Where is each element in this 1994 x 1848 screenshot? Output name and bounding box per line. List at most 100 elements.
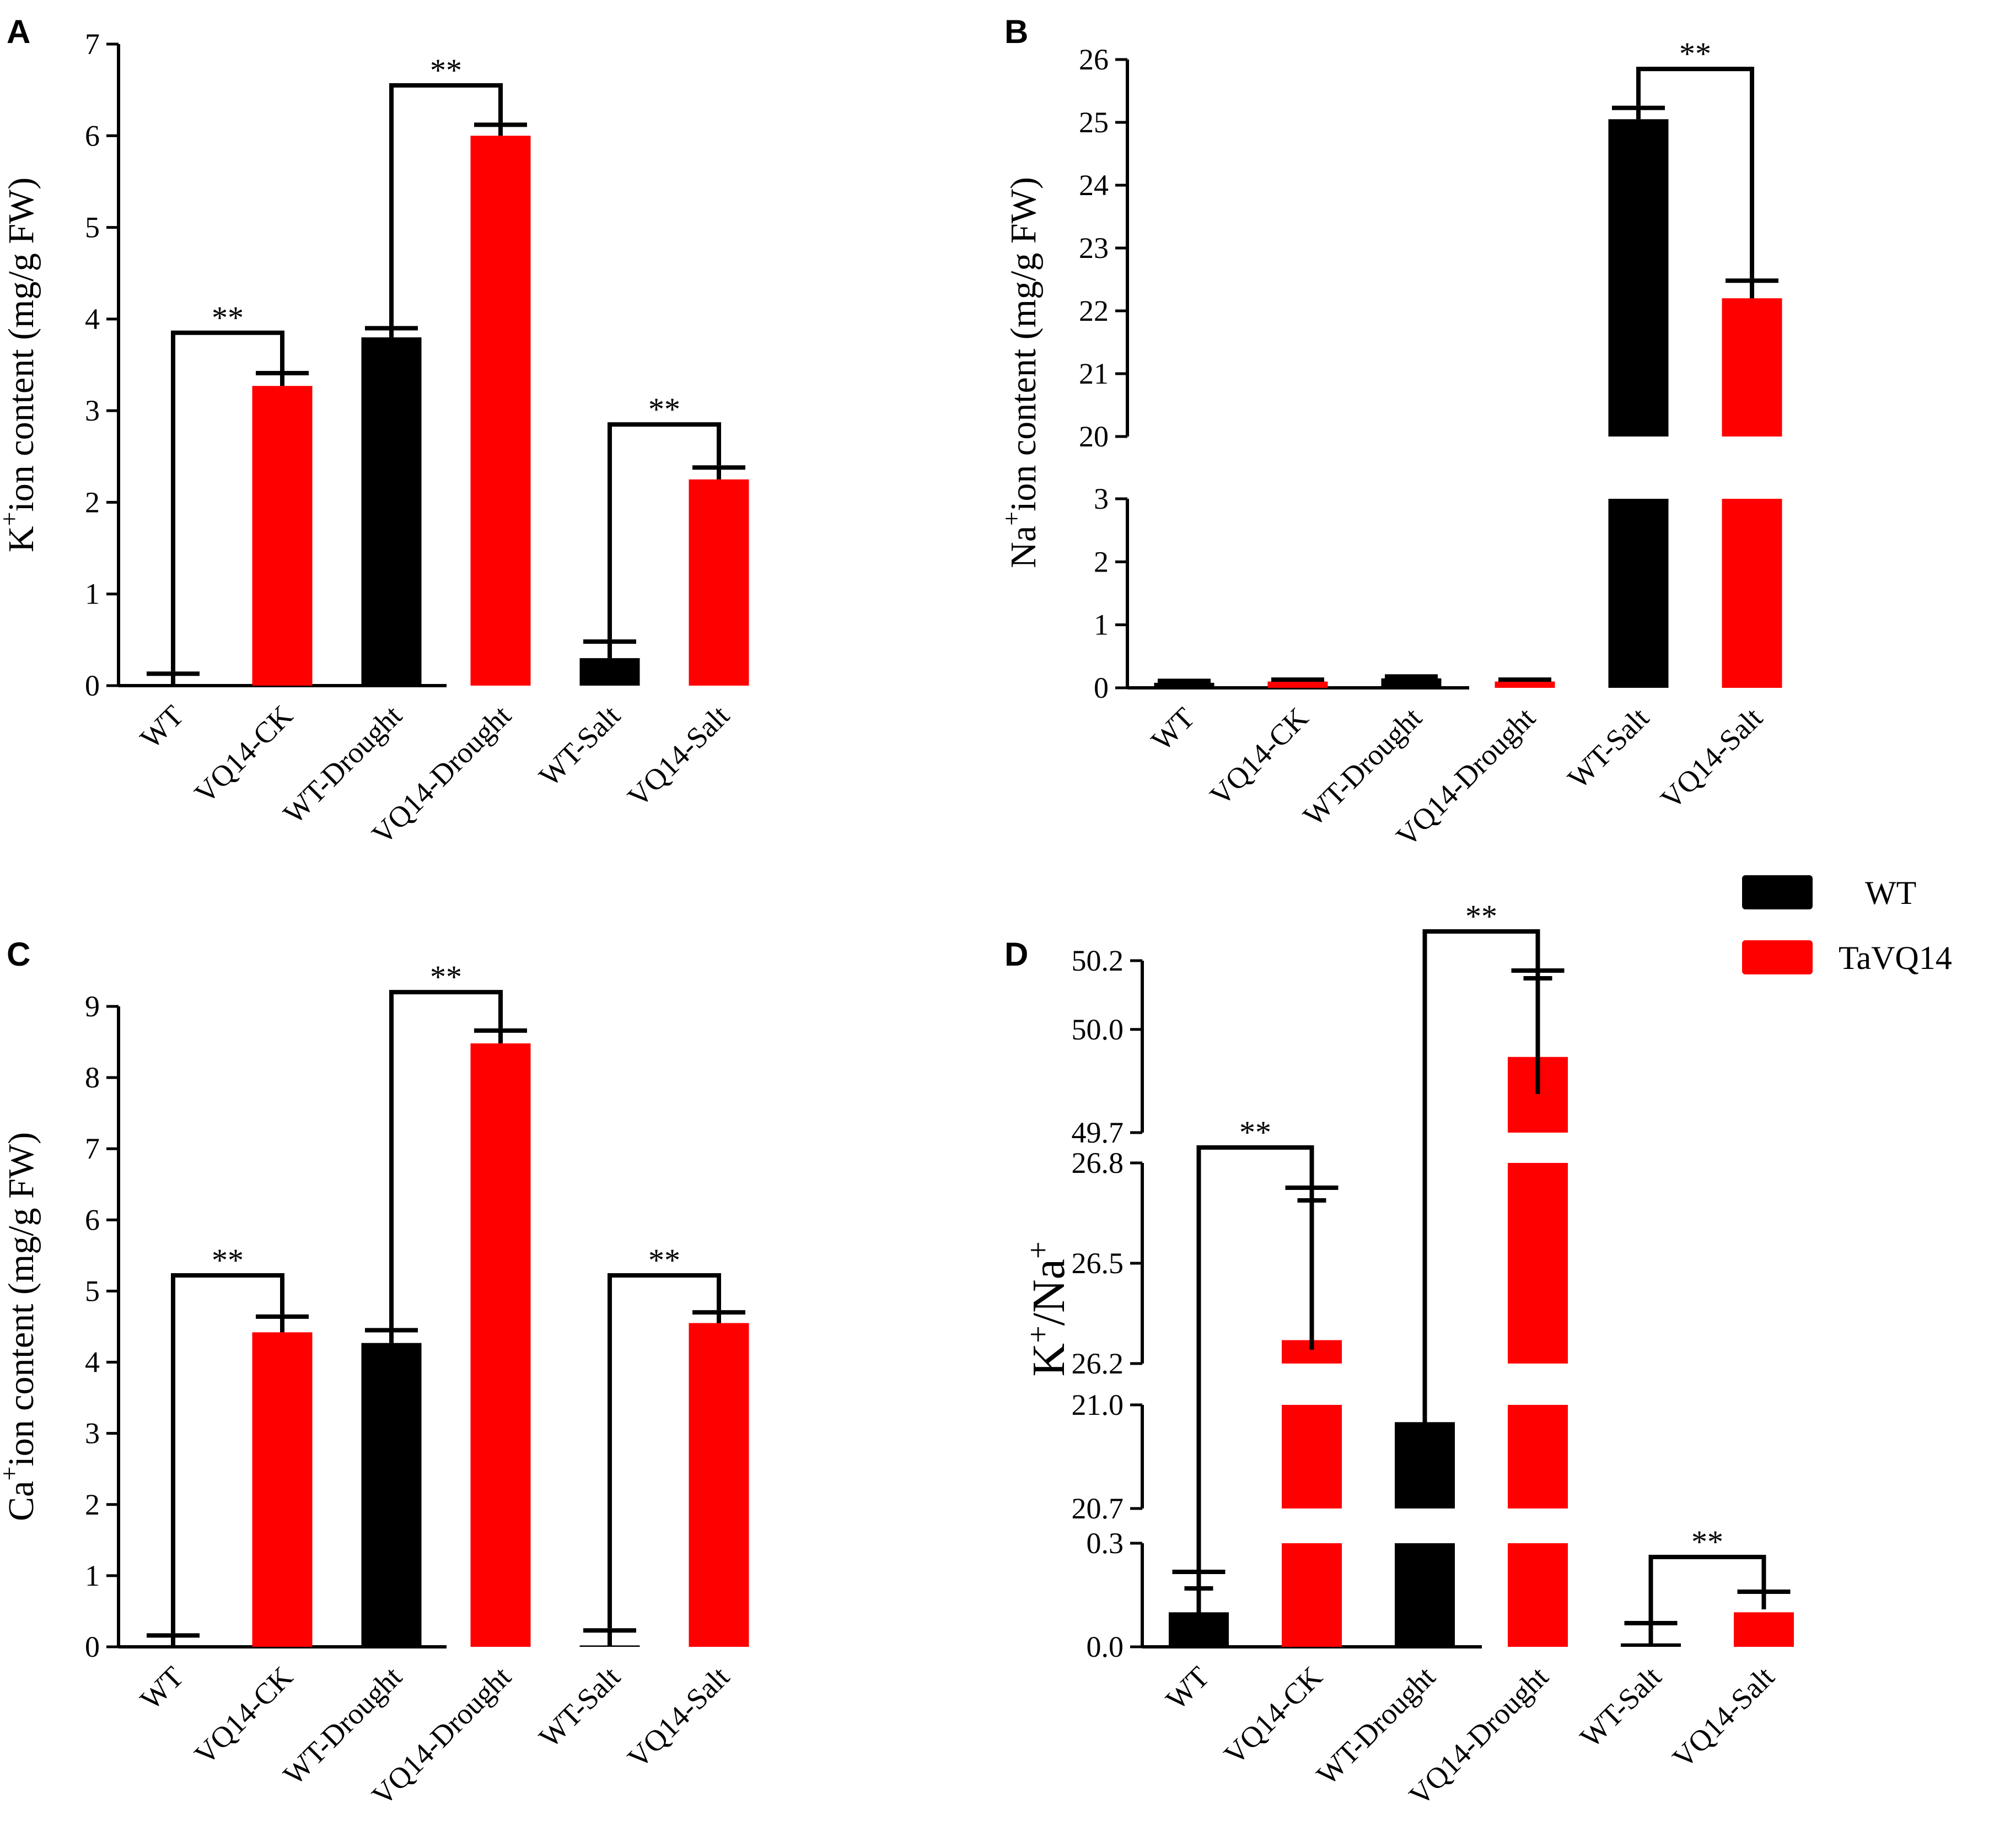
bar-vq14-ck-part — [1282, 1405, 1342, 1508]
y-tick-label: 24 — [1079, 169, 1109, 202]
y-tick-label: 6 — [85, 119, 100, 152]
significance-bracket — [1648, 1555, 1766, 1621]
significance-label: ** — [430, 959, 462, 995]
bar-wt-drought — [361, 1343, 422, 1647]
bar-vq14-drought-part — [1508, 1163, 1568, 1364]
y-tick-label: 23 — [1079, 231, 1109, 265]
y-tick-label: 2 — [1094, 545, 1109, 578]
y-tick-label: 49.7 — [1072, 1116, 1124, 1149]
bar-vq14-salt-upper — [1722, 298, 1782, 437]
y-tick-label: 20.7 — [1072, 1492, 1124, 1525]
category-label-wt-salt: WT-Salt — [1561, 701, 1655, 795]
significance-bracket — [171, 330, 284, 672]
significance-label: ** — [430, 52, 462, 88]
y-tick-label: 0 — [1094, 671, 1109, 704]
y-tick-label: 0 — [85, 669, 100, 702]
bar-vq14-ck-part — [1282, 1543, 1342, 1647]
significance-bracket — [1196, 1145, 1314, 1570]
category-label-wt: WT — [1145, 701, 1201, 757]
bar-wt — [1154, 682, 1214, 688]
category-label-vq14-ck: VQ14-CK — [1217, 1660, 1329, 1771]
significance-label: ** — [212, 1242, 244, 1278]
y-tick-label: 9 — [85, 990, 100, 1023]
significance-bracket — [389, 990, 503, 1328]
significance-label: ** — [1679, 36, 1711, 72]
y-tick-label: 3 — [85, 394, 100, 427]
significance-bracket — [1422, 929, 1540, 1424]
bar-vq14-salt — [689, 1323, 749, 1647]
significance-bracket — [171, 1273, 284, 1634]
bar-wt-drought-part — [1395, 1543, 1455, 1647]
y-axis-title: K+ion content (mg/g FW) — [0, 177, 41, 552]
category-label-vq14-salt: VQ14-Salt — [1666, 1660, 1781, 1775]
bar-wt-drought — [1381, 678, 1442, 688]
significance-bracket — [608, 1273, 721, 1629]
category-label-wt-salt: WT-Salt — [1574, 1660, 1668, 1754]
significance-label: ** — [212, 300, 244, 336]
bar-vq14-drought — [470, 1043, 531, 1647]
y-tick-label: 0.3 — [1087, 1527, 1124, 1560]
significance-label: ** — [1465, 898, 1497, 934]
panel-d: D 0.0 0.320.7 21.0 26.2 26.5 26.849.7 50.0 50.2 *… — [1004, 898, 1794, 1812]
category-label-wt: WT — [1159, 1660, 1216, 1716]
bar-vq14-salt-lower — [1722, 499, 1782, 688]
panel-letter: A — [7, 13, 30, 50]
y-tick-label: 3 — [85, 1417, 100, 1450]
y-tick-label: 50.2 — [1072, 944, 1124, 977]
legend-label-wt: WT — [1865, 875, 1916, 911]
y-tick-label: 22 — [1079, 294, 1109, 327]
y-tick-label: 25 — [1079, 106, 1109, 139]
significance-label: ** — [1239, 1114, 1271, 1150]
y-tick-label: 2 — [85, 1488, 100, 1521]
category-label-vq14-salt: VQ14-Salt — [1654, 701, 1769, 816]
category-label-wt-salt: WT-Salt — [533, 699, 626, 793]
y-tick-label: 26.5 — [1072, 1247, 1124, 1280]
bar-vq14-ck — [1267, 681, 1328, 688]
y-tick-label: 0.0 — [1087, 1630, 1124, 1663]
y-tick-label: 8 — [85, 1061, 100, 1094]
y-tick-label: 26.8 — [1072, 1146, 1124, 1179]
bar-vq14-salt — [689, 479, 749, 686]
category-label-wt: WT — [134, 1660, 190, 1716]
bar-wt-salt-upper — [1608, 119, 1669, 437]
bar-wt-drought — [361, 337, 422, 686]
significance-bracket — [389, 83, 503, 326]
y-tick-label: 1 — [85, 578, 100, 611]
category-label-vq14-salt: VQ14-Salt — [621, 699, 736, 813]
category-label-vq14-ck: VQ14-CK — [188, 699, 299, 810]
y-tick-label: 1 — [85, 1559, 100, 1592]
bar-wt-salt-lower — [1608, 499, 1669, 688]
bar-vq14-drought-part — [1508, 1543, 1568, 1647]
significance-label: ** — [1691, 1524, 1723, 1560]
bar-vq14-ck — [252, 386, 313, 686]
legend-swatch-wt — [1742, 875, 1813, 909]
y-tick-label: 26.2 — [1072, 1347, 1124, 1380]
y-tick-label: 26 — [1079, 43, 1109, 76]
category-label-vq14-salt: VQ14-Salt — [621, 1660, 736, 1775]
y-tick-label: 1 — [1094, 608, 1109, 642]
y-tick-label: 50.0 — [1072, 1013, 1124, 1046]
y-axis-title: Na+ion content (mg/g FW) — [997, 177, 1044, 568]
y-axis-title: Ca+ion content (mg/g FW) — [0, 1132, 41, 1521]
y-tick-label: 20 — [1079, 420, 1109, 453]
y-tick-label: 7 — [85, 1132, 100, 1165]
bar-vq14-ck — [252, 1332, 313, 1647]
y-tick-label: 6 — [85, 1203, 100, 1236]
y-tick-label: 0 — [85, 1630, 100, 1663]
legend-swatch-tavq14 — [1742, 940, 1813, 974]
legend-label-tavq14: TaVQ14 — [1839, 940, 1952, 976]
y-tick-label: 4 — [85, 1346, 100, 1379]
y-tick-label: 5 — [85, 211, 100, 244]
category-label-wt: WT — [134, 699, 190, 755]
category-label-vq14-ck: VQ14-CK — [1203, 701, 1315, 812]
bar-vq14-salt-part — [1734, 1612, 1794, 1647]
bar-vq14-drought-part — [1508, 1405, 1568, 1508]
bar-wt-salt — [579, 1645, 640, 1647]
panel-a: A01234567******WTVQ14-CKWT-DroughtVQ14-D… — [0, 13, 749, 851]
significance-label: ** — [648, 391, 680, 427]
y-axis-title: K+/Na+ — [1022, 1241, 1074, 1376]
y-tick-label: 3 — [1094, 482, 1109, 515]
legend: WT TaVQ14 — [1742, 875, 1952, 976]
